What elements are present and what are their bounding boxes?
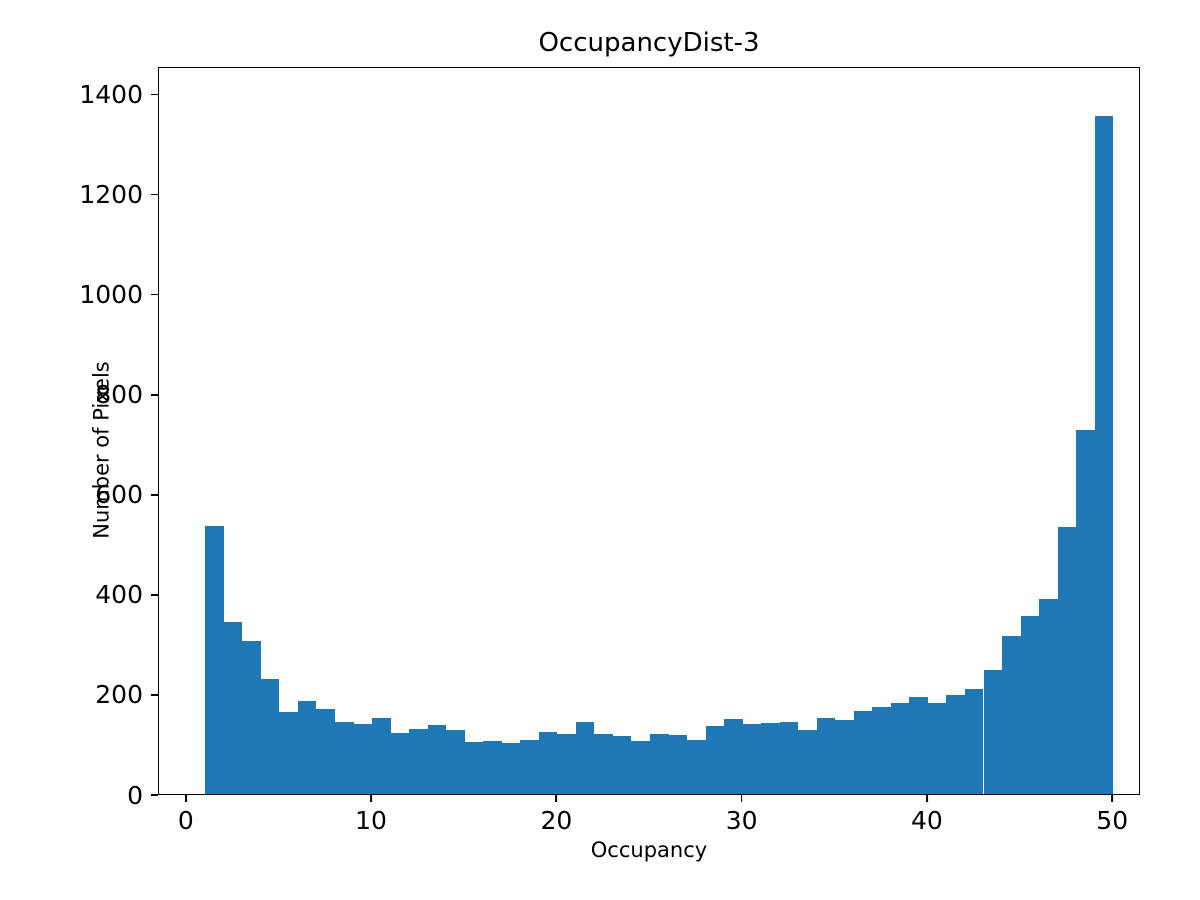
histogram-bar [538, 732, 558, 794]
histogram-bar [594, 733, 613, 794]
histogram-bar [223, 622, 243, 794]
x-tick: 0 [178, 795, 194, 833]
histogram-bar [631, 741, 650, 794]
x-tick-mark [740, 795, 743, 802]
histogram-bar [909, 697, 928, 794]
x-tick-label: 10 [355, 806, 387, 835]
y-tick-label: 200 [95, 680, 143, 710]
plot-area [158, 67, 1140, 795]
y-tick-label: 800 [95, 380, 143, 410]
x-tick-label: 0 [177, 806, 194, 835]
y-tick-label: 400 [95, 580, 143, 610]
histogram-bar [464, 741, 484, 794]
histogram-bar [983, 670, 1003, 794]
histogram-bar [1039, 598, 1058, 794]
x-tick: 20 [540, 795, 572, 833]
x-tick: 10 [355, 795, 387, 833]
histogram-bar [1076, 429, 1095, 794]
histogram-bar [279, 712, 298, 794]
histogram-bar [1020, 616, 1040, 794]
histogram-bar [205, 526, 224, 794]
x-tick-mark [370, 795, 372, 802]
histogram-bar [390, 732, 410, 794]
x-tick-mark [184, 795, 187, 802]
x-tick-label: 30 [725, 806, 758, 835]
histogram-bar [853, 710, 873, 794]
histogram-bar [1002, 636, 1021, 794]
x-tick: 30 [726, 795, 758, 833]
y-tick-mark [151, 493, 158, 496]
y-tick-mark [151, 594, 158, 596]
histogram-bar [927, 703, 947, 794]
histogram-bar [501, 742, 521, 794]
histogram-bar [353, 723, 373, 794]
y-tick-label: 600 [95, 480, 143, 510]
histogram-bar [687, 739, 706, 794]
y-tick-mark [151, 694, 158, 696]
histogram-bar [483, 740, 502, 794]
histogram-bar [446, 730, 465, 794]
histogram-bar [316, 708, 335, 794]
histogram-bars [159, 68, 1139, 794]
histogram-bar [575, 722, 595, 794]
histogram-bar [409, 728, 428, 794]
x-tick-label: 20 [540, 806, 573, 835]
x-tick-label: 40 [911, 806, 943, 835]
x-axis-ticks: 0 10 20 30 40 50 [158, 795, 1140, 855]
histogram-bar [1057, 527, 1077, 794]
histogram-bar [742, 724, 762, 794]
y-tick-mark [151, 193, 158, 196]
x-tick: 50 [1096, 795, 1128, 833]
x-axis-label: Occupancy [590, 838, 708, 862]
histogram-bar [798, 729, 817, 794]
y-tick-mark [151, 293, 158, 296]
histogram-bar [779, 721, 799, 794]
x-tick-mark [926, 795, 928, 802]
histogram-bar [557, 734, 576, 794]
histogram-bar [372, 717, 391, 794]
histogram-bar [946, 695, 965, 794]
histogram-bar [650, 733, 669, 794]
y-tick-label: 0 [127, 780, 143, 810]
y-tick-mark [151, 93, 158, 96]
histogram-bar [1094, 116, 1114, 794]
histogram-bar [761, 723, 780, 794]
histogram-bar [612, 735, 632, 794]
histogram-bar [816, 717, 836, 794]
page-title: OccupancyDist-3 [538, 28, 760, 58]
histogram-bar [964, 688, 984, 794]
histogram-bar [668, 735, 688, 794]
y-tick-mark [151, 794, 158, 796]
x-tick-mark [1111, 795, 1113, 802]
histogram-bar [705, 725, 725, 794]
y-tick-label: 1200 [79, 180, 143, 210]
histogram-bar [335, 722, 354, 794]
histogram-bar [242, 641, 261, 794]
y-tick-mark [151, 393, 158, 396]
histogram-bar [890, 703, 910, 794]
histogram-bar [260, 678, 280, 794]
y-tick-label: 1000 [79, 280, 143, 310]
histogram-bar [724, 719, 743, 794]
histogram-bar [835, 720, 854, 794]
histogram-bar [427, 724, 447, 794]
x-tick-mark [555, 795, 558, 802]
histogram-bar [872, 706, 891, 794]
y-tick-label: 1400 [79, 80, 143, 110]
y-axis-ticks: 0 200 400 600 800 1000 1200 1400 [0, 0, 158, 900]
x-tick: 40 [911, 795, 943, 833]
histogram-bar [297, 701, 317, 794]
histogram-bar [520, 740, 539, 794]
x-tick-label: 50 [1096, 806, 1129, 835]
